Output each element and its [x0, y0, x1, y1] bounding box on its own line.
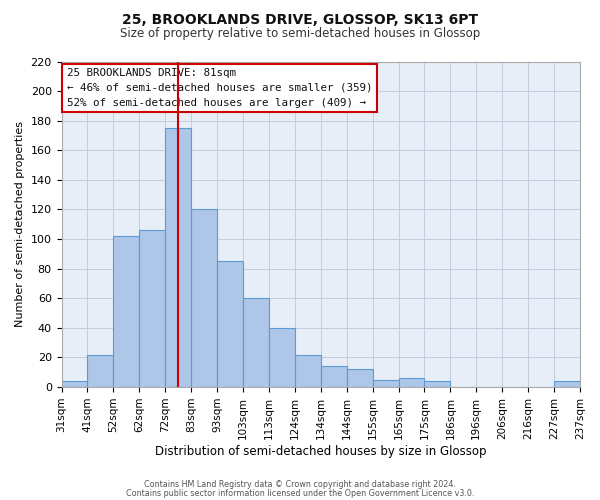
- Bar: [373, 380, 398, 387]
- X-axis label: Distribution of semi-detached houses by size in Glossop: Distribution of semi-detached houses by …: [155, 444, 487, 458]
- Y-axis label: Number of semi-detached properties: Number of semi-detached properties: [15, 122, 25, 328]
- Bar: [424, 381, 451, 387]
- Bar: [398, 378, 424, 387]
- Bar: [347, 370, 373, 387]
- Bar: [139, 230, 165, 387]
- Bar: [269, 328, 295, 387]
- Bar: [243, 298, 269, 387]
- Bar: [62, 381, 88, 387]
- Bar: [554, 381, 580, 387]
- Text: Size of property relative to semi-detached houses in Glossop: Size of property relative to semi-detach…: [120, 28, 480, 40]
- Text: Contains public sector information licensed under the Open Government Licence v3: Contains public sector information licen…: [126, 488, 474, 498]
- Bar: [295, 354, 321, 387]
- Text: 25 BROOKLANDS DRIVE: 81sqm
← 46% of semi-detached houses are smaller (359)
52% o: 25 BROOKLANDS DRIVE: 81sqm ← 46% of semi…: [67, 68, 372, 108]
- Bar: [113, 236, 139, 387]
- Bar: [88, 354, 113, 387]
- Text: 25, BROOKLANDS DRIVE, GLOSSOP, SK13 6PT: 25, BROOKLANDS DRIVE, GLOSSOP, SK13 6PT: [122, 12, 478, 26]
- Text: Contains HM Land Registry data © Crown copyright and database right 2024.: Contains HM Land Registry data © Crown c…: [144, 480, 456, 489]
- Bar: [191, 210, 217, 387]
- Bar: [165, 128, 191, 387]
- Bar: [217, 262, 243, 387]
- Bar: [321, 366, 347, 387]
